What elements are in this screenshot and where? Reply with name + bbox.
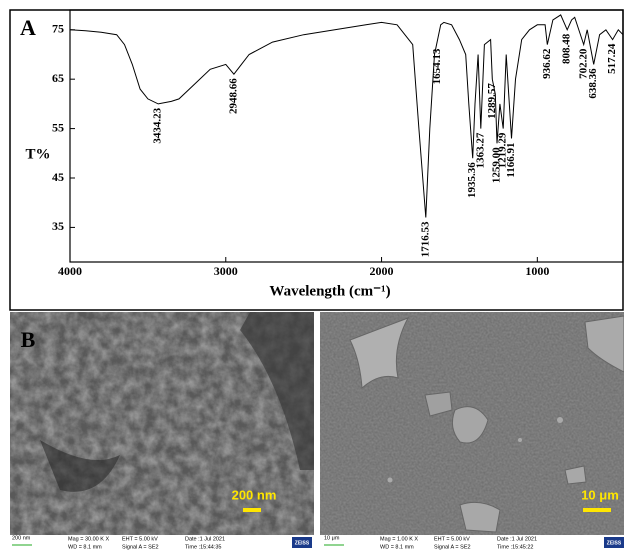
peak-label: 936.62 (541, 48, 553, 79)
particle (388, 478, 393, 483)
brand: ZEISS (295, 540, 310, 546)
peak-label: 808.48 (561, 33, 573, 64)
particle (460, 502, 500, 532)
y-tick-label: 35 (52, 219, 64, 233)
peak-label: 1716.53 (419, 221, 431, 257)
figure: A T% Wavelength (cm⁻¹) 4000 3000 2000 1000 3… (0, 0, 624, 550)
x-tick-label: 1000 (525, 264, 549, 278)
plot: 4000 3000 2000 1000 35 45 55 65 75 3434.23 2948.66… (52, 15, 623, 278)
y-tick-label: 75 (52, 22, 64, 36)
y-tick-label: 65 (52, 71, 64, 85)
y-tick-label: 45 (52, 170, 64, 184)
peak-label: 2948.66 (227, 78, 239, 114)
particle (518, 438, 522, 442)
x-tick-label: 4000 (58, 264, 82, 278)
info-text: Time :15:45:22 (497, 544, 533, 550)
info-text: Mag = 30.00 K X (68, 536, 109, 542)
info-text: WD = 8.1 mm (380, 544, 414, 550)
info-text: Time :15:44:35 (185, 544, 221, 550)
info-text: WD = 8.1 mm (68, 544, 102, 550)
peak-label: 1166.91 (505, 142, 517, 177)
y-tick-label: 55 (52, 120, 64, 134)
x-tick-label: 3000 (214, 264, 238, 278)
peak-label: 638.36 (587, 68, 599, 99)
sem-panel: B 200 nm 10 μm 200 nm Mag = 30.00 K X WD =… (10, 312, 624, 550)
panel-label: B (21, 327, 36, 352)
scale-label: 200 nm (232, 487, 277, 502)
scale-bar (583, 508, 611, 512)
peak-label: 1289.57 (486, 83, 498, 119)
scale-bar (243, 508, 261, 512)
info-text: EHT = 5.00 kV (122, 536, 158, 542)
peak-label: 517.24 (606, 43, 618, 74)
x-tick-label: 2000 (370, 264, 394, 278)
info-text: Signal A = SE2 (434, 544, 471, 550)
peak-label: 3434.23 (152, 107, 164, 143)
panel-label: A (20, 15, 36, 40)
page: {"chart_data": {"type": "line", "panel_l… (0, 0, 624, 550)
y-axis-label: T% (25, 146, 50, 162)
info-text: EHT = 5.00 kV (434, 536, 470, 542)
info-text: Mag = 1.00 K X (380, 536, 418, 542)
info-text: Date :1 Jul 2021 (185, 536, 225, 542)
peak-label: 1363.27 (474, 132, 486, 168)
brand: ZEISS (607, 540, 622, 546)
particle (557, 417, 563, 423)
peak-label: 1654.13 (431, 48, 443, 84)
scale-label: 10 μm (581, 487, 619, 502)
info-text: 10 μm (324, 535, 340, 541)
info-text: Signal A = SE2 (122, 544, 159, 550)
x-axis-label: Wavelength (cm⁻¹) (269, 283, 390, 299)
info-text: 200 nm (12, 535, 31, 541)
info-text: Date :1 Jul 2021 (497, 536, 537, 542)
